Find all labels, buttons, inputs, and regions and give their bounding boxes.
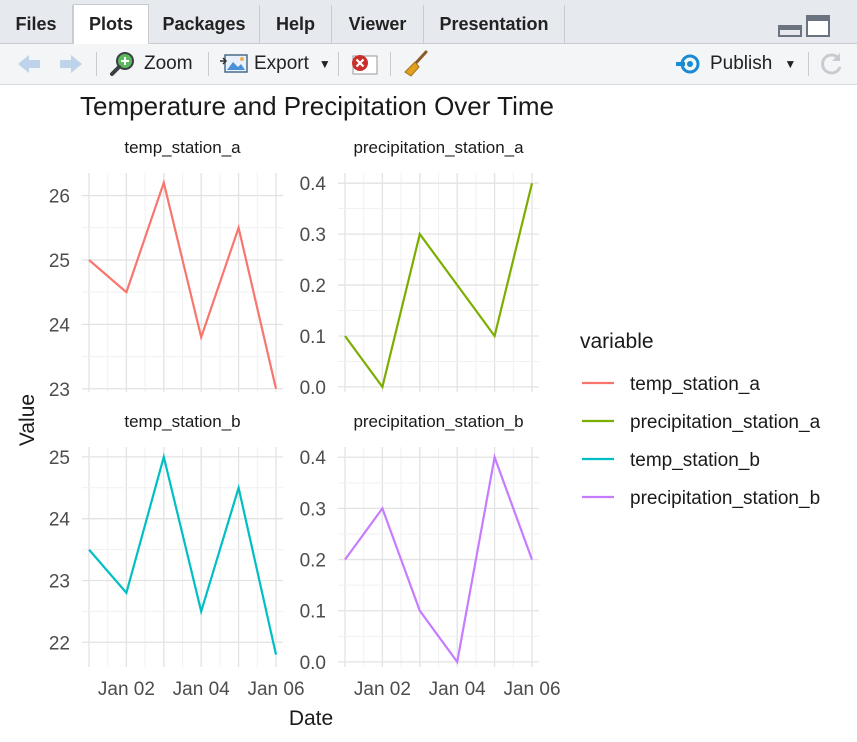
series-line-temp_station_a [88, 178, 278, 390]
tab-packages[interactable]: Packages [149, 5, 260, 44]
y-tick-label: 23 [49, 380, 70, 401]
series-line-precipitation_station_a [344, 182, 534, 390]
forward-button[interactable] [58, 44, 84, 84]
faceted-line-chart: Temperature and Precipitation Over Time … [16, 91, 821, 730]
plots-toolbar: Zoom Export ▼ Publish ▼ [0, 44, 857, 85]
zoom-label: Zoom [144, 53, 193, 74]
facet-panels: temp_station_a 23 24 25 26 precipitation_stat… [49, 138, 561, 700]
legend-label: precipitation_station_a [630, 412, 821, 433]
panel-precipitation_station_b: precipitation_station_b 0.0 0.1 0.2 0.3 0.4 Ja… [300, 412, 561, 700]
toolbar-divider [390, 52, 391, 76]
x-tick-label: Jan 04 [173, 679, 230, 700]
y-tick-label: 0.0 [300, 653, 326, 674]
y-tick-label: 0.3 [300, 225, 326, 246]
y-tick-label: 24 [49, 315, 71, 336]
clear-all-plots-button[interactable] [402, 44, 430, 84]
y-tick-label: 0.4 [300, 448, 327, 469]
tab-presentation[interactable]: Presentation [424, 5, 565, 44]
facet-strip-label: temp_station_b [124, 412, 240, 431]
x-tick-label: Jan 02 [98, 679, 155, 700]
y-tick-label: 0.1 [300, 327, 326, 348]
legend-label: temp_station_a [630, 374, 760, 395]
pane-tab-bar: Files Plots Packages Help Viewer Present… [0, 0, 857, 45]
series-line-temp_station_b [88, 452, 278, 655]
panel-precipitation_station_a: precipitation_station_a 0.0 0.1 0.2 0.3 0.4 [300, 138, 539, 399]
remove-plot-button[interactable] [349, 44, 379, 84]
y-tick-label: 0.1 [300, 602, 326, 623]
series-line-precipitation_station_b [344, 453, 534, 665]
export-image-icon [220, 54, 248, 73]
y-tick-label: 25 [49, 251, 70, 272]
y-tick-label: 0.4 [300, 174, 327, 195]
chevron-down-icon: ▼ [784, 57, 797, 71]
y-axis-label: Value [16, 394, 39, 446]
toolbar-divider [338, 52, 339, 76]
y-tick-label: 0.2 [300, 551, 326, 572]
export-menu-button[interactable]: Export ▼ [220, 44, 331, 84]
tab-viewer[interactable]: Viewer [332, 5, 424, 44]
panel-temp_station_a: temp_station_a 23 24 25 26 [49, 138, 283, 401]
x-tick-label: Jan 06 [503, 679, 560, 700]
legend-label: temp_station_b [630, 450, 760, 471]
export-label: Export [254, 53, 309, 74]
magnifier-icon [110, 52, 134, 76]
facet-strip-label: precipitation_station_b [353, 412, 523, 431]
y-tick-label: 0.2 [300, 276, 326, 297]
x-axis-label: Date [289, 707, 333, 730]
chart-title: Temperature and Precipitation Over Time [80, 91, 554, 121]
broom-icon [404, 50, 428, 77]
x-tick-label: Jan 04 [429, 679, 486, 700]
toolbar-divider [96, 52, 97, 76]
chevron-down-icon: ▼ [318, 57, 331, 71]
toolbar-divider [208, 52, 209, 76]
refresh-icon [821, 53, 842, 75]
y-tick-label: 0.3 [300, 499, 326, 520]
zoom-button[interactable]: Zoom [110, 44, 193, 84]
refresh-button[interactable] [818, 44, 844, 84]
arrow-left-icon [18, 55, 40, 73]
y-tick-label: 24 [49, 510, 71, 531]
publish-label: Publish [710, 53, 773, 74]
legend-label: precipitation_station_b [630, 488, 820, 509]
back-button[interactable] [16, 44, 42, 84]
tab-help[interactable]: Help [260, 5, 332, 44]
y-tick-label: 26 [49, 187, 70, 208]
y-tick-label: 0.0 [300, 378, 326, 399]
tab-files[interactable]: Files [0, 5, 73, 44]
remove-plot-icon [352, 55, 378, 75]
minimize-icon[interactable] [778, 25, 802, 37]
y-tick-label: 22 [49, 633, 70, 654]
tab-plots[interactable]: Plots [73, 4, 149, 45]
x-tick-label: Jan 02 [354, 679, 411, 700]
toolbar-divider [808, 52, 809, 76]
window-controls [777, 14, 837, 40]
panel-temp_station_b: temp_station_b 22 23 24 25 Jan 02 Jan 04 Jan 06 [49, 412, 305, 700]
legend-title: variable [580, 330, 654, 353]
publish-menu-button[interactable]: Publish ▼ [676, 44, 796, 84]
facet-strip-label: precipitation_station_a [353, 138, 524, 157]
publish-icon [676, 54, 700, 74]
x-tick-label: Jan 06 [247, 679, 304, 700]
maximize-icon[interactable] [806, 15, 830, 37]
y-tick-label: 25 [49, 448, 70, 469]
legend: temp_station_a precipitation_station_atem… [582, 374, 821, 509]
y-tick-label: 23 [49, 571, 70, 592]
facet-strip-label: temp_station_a [124, 138, 241, 157]
plot-viewer: Temperature and Precipitation Over Time … [0, 85, 857, 742]
arrow-right-icon [60, 55, 82, 73]
